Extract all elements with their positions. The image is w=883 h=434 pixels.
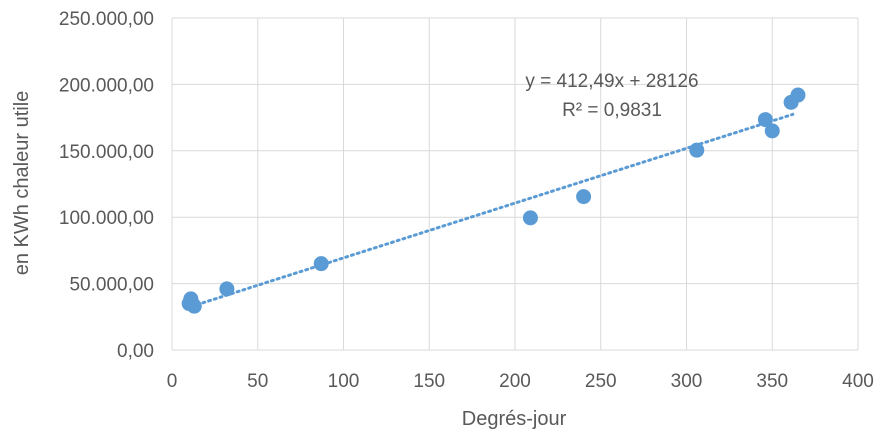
y-tick-label: 50.000,00: [69, 275, 154, 296]
x-tick-label: 400: [842, 371, 874, 392]
data-point: [186, 298, 202, 314]
y-tick-label: 100.000,00: [59, 208, 154, 229]
x-tick-label: 0: [167, 371, 178, 392]
x-axis-title: Degrés-jour: [462, 408, 567, 430]
data-point: [313, 256, 329, 272]
data-point: [790, 87, 806, 103]
x-tick-label: 150: [413, 371, 445, 392]
x-axis-tick-labels: 0 50 100 150 200 250 300 350 400: [167, 371, 874, 392]
data-point: [689, 142, 705, 158]
y-tick-label: 200.000,00: [59, 75, 154, 96]
data-points: [181, 87, 806, 314]
y-tick-label: 250.000,00: [59, 9, 154, 30]
y-axis-tick-labels: 0,00 50.000,00 100.000,00 150.000,00 200.000…: [59, 9, 154, 362]
y-axis-title: en KWh chaleur utile: [11, 91, 33, 276]
x-tick-label: 100: [328, 371, 360, 392]
data-point: [757, 112, 773, 128]
r-squared-label: R² = 0,9831: [562, 100, 662, 121]
grid: [171, 17, 859, 351]
trendline-equation: y = 412,49x + 28126: [525, 71, 698, 92]
x-tick-label: 300: [671, 371, 703, 392]
data-point: [219, 281, 235, 297]
x-tick-label: 250: [585, 371, 617, 392]
y-tick-label: 150.000,00: [59, 142, 154, 163]
y-tick-label: 0,00: [117, 341, 154, 362]
x-tick-label: 350: [756, 371, 788, 392]
x-tick-label: 50: [247, 371, 268, 392]
x-tick-label: 200: [499, 371, 531, 392]
trendline: [184, 112, 795, 310]
data-point: [576, 189, 592, 205]
data-point: [764, 123, 780, 139]
data-point: [522, 210, 538, 226]
